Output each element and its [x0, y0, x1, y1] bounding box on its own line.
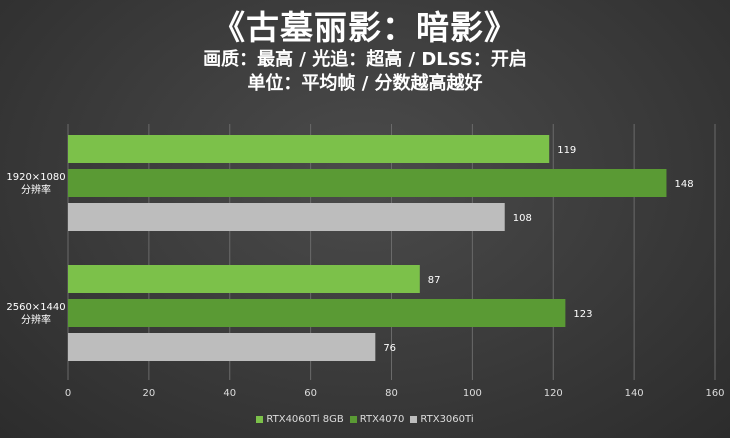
- bar: [68, 299, 566, 327]
- category-label: 2560×1440: [6, 302, 65, 313]
- legend-label: RTX3060Ti: [420, 414, 474, 425]
- x-tick-label: 120: [544, 388, 563, 399]
- x-tick-label: 100: [463, 388, 482, 399]
- x-tick-label: 80: [385, 388, 398, 399]
- data-label: 123: [573, 309, 592, 320]
- x-tick-label: 20: [143, 388, 156, 399]
- chart-title: 《古墓丽影：暗影》: [212, 8, 518, 47]
- chart-subtitle-units: 单位：平均帧 / 分数越高越好: [247, 73, 483, 94]
- category-label: 1920×1080: [6, 172, 65, 183]
- legend-item: RTX3060Ti: [410, 414, 474, 426]
- data-label: 108: [513, 213, 532, 224]
- bar: [68, 169, 667, 197]
- chart-legend: RTX4060Ti 8GB RTX4070 RTX3060Ti: [0, 414, 730, 426]
- data-label: 87: [428, 275, 441, 286]
- bar: [68, 135, 550, 163]
- category-label: 分辨率: [21, 183, 51, 196]
- chart-subtitle-settings: 画质：最高 / 光追：超高 / DLSS：开启: [203, 49, 527, 70]
- bar: [68, 265, 420, 293]
- legend-item: RTX4070: [349, 414, 405, 426]
- legend-swatch: [349, 416, 357, 423]
- x-tick-label: 40: [223, 388, 236, 399]
- x-tick-label: 0: [65, 388, 71, 399]
- legend-label: RTX4060Ti 8GB: [266, 414, 344, 425]
- data-label: 76: [383, 343, 396, 354]
- category-label: 分辨率: [21, 313, 51, 326]
- legend-swatch: [256, 416, 264, 423]
- chart-header: 《古墓丽影：暗影》 画质：最高 / 光追：超高 / DLSS：开启 单位：平均帧…: [0, 0, 730, 96]
- x-tick-label: 60: [304, 388, 317, 399]
- bar: [68, 203, 505, 231]
- data-label: 148: [674, 179, 693, 190]
- legend-label: RTX4070: [359, 414, 405, 425]
- bar: [68, 333, 376, 361]
- x-tick-label: 140: [625, 388, 644, 399]
- legend-item: RTX4060Ti 8GB: [256, 414, 344, 426]
- x-tick-label: 160: [705, 388, 724, 399]
- legend-swatch: [410, 416, 418, 423]
- data-label: 119: [557, 145, 576, 156]
